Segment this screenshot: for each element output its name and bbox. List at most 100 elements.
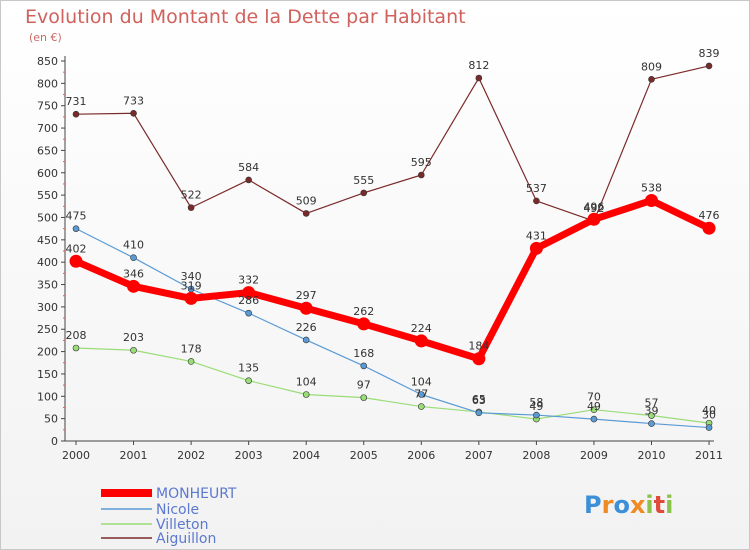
data-point-villeton — [130, 346, 137, 354]
data-label-nicole: 49 — [587, 400, 601, 413]
x-tick-label: 2004 — [292, 449, 320, 462]
data-point-aiguillon — [302, 210, 310, 217]
data-label-villeton: 203 — [123, 331, 144, 344]
data-point-monheurt — [357, 317, 371, 331]
logo-letter: i — [645, 491, 654, 519]
data-label-aiguillon: 733 — [123, 94, 144, 107]
data-point-nicole — [360, 362, 368, 370]
y-tick-label: 0 — [51, 435, 58, 448]
x-tick-label: 2003 — [235, 449, 263, 462]
data-point-nicole — [590, 415, 598, 423]
data-point-monheurt — [472, 352, 486, 366]
data-point-aiguillon — [245, 176, 252, 184]
x-tick-label: 2010 — [638, 449, 666, 462]
data-label-monheurt: 496 — [583, 200, 604, 213]
proxiti-logo: Proxiti — [584, 491, 673, 519]
data-point-nicole — [705, 424, 713, 431]
data-point-nicole — [533, 411, 540, 419]
logo-letter: r — [601, 491, 614, 519]
data-label-nicole: 63 — [472, 394, 486, 407]
chart-title: Evolution du Montant de la Dette par Hab… — [25, 6, 466, 28]
data-label-aiguillon: 509 — [296, 194, 317, 207]
data-label-nicole: 58 — [529, 396, 543, 409]
data-point-villeton — [187, 358, 195, 365]
data-label-aiguillon: 595 — [411, 156, 432, 169]
logo-letter: x — [629, 491, 646, 519]
data-point-monheurt — [529, 241, 543, 255]
data-label-aiguillon: 492 — [583, 202, 604, 215]
data-point-monheurt — [184, 291, 198, 305]
data-label-villeton: 104 — [296, 376, 317, 389]
legend-label-villeton: Villeton — [156, 517, 208, 533]
data-label-nicole: 340 — [181, 270, 202, 283]
y-tick-label: 250 — [37, 323, 58, 336]
data-label-monheurt: 332 — [238, 274, 259, 287]
data-label-aiguillon: 555 — [353, 174, 374, 187]
data-label-nicole: 226 — [296, 321, 317, 334]
data-point-nicole — [475, 409, 483, 417]
y-tick-label: 100 — [37, 390, 58, 403]
data-label-nicole: 39 — [645, 405, 659, 418]
data-point-villeton — [72, 344, 80, 352]
logo-letter: P — [584, 491, 602, 519]
data-point-aiguillon — [72, 110, 80, 118]
data-label-monheurt: 319 — [181, 279, 202, 292]
data-point-nicole — [130, 254, 137, 262]
data-label-villeton: 135 — [238, 362, 259, 375]
series-line-nicole — [75, 228, 710, 429]
data-point-aiguillon — [475, 74, 483, 82]
data-label-monheurt: 431 — [526, 229, 547, 242]
logo-letter: i — [665, 491, 674, 519]
data-label-aiguillon: 812 — [468, 59, 489, 72]
data-point-monheurt — [587, 212, 601, 226]
data-point-nicole — [72, 225, 80, 232]
data-label-villeton: 65 — [472, 393, 486, 406]
data-label-nicole: 104 — [411, 376, 432, 389]
data-label-villeton: 57 — [645, 397, 659, 410]
data-label-villeton: 178 — [181, 342, 202, 355]
legend-label-monheurt: MONHEURT — [156, 486, 237, 502]
data-label-villeton: 77 — [414, 388, 428, 401]
y-tick-label: 450 — [37, 234, 58, 247]
data-point-villeton — [302, 391, 310, 398]
data-label-aiguillon: 522 — [181, 189, 202, 202]
data-label-aiguillon: 809 — [641, 60, 662, 73]
data-point-monheurt — [69, 254, 83, 268]
y-tick-label: 350 — [37, 279, 58, 292]
x-tick-label: 2005 — [350, 449, 378, 462]
data-point-aiguillon — [130, 110, 137, 117]
x-tick-label: 2008 — [522, 449, 550, 462]
y-tick-label: 200 — [37, 346, 58, 359]
data-point-monheurt — [127, 279, 141, 293]
data-label-nicole: 410 — [123, 239, 144, 252]
y-tick-label: 300 — [37, 301, 58, 314]
data-point-monheurt — [414, 334, 428, 348]
x-tick-label: 2011 — [695, 449, 723, 462]
data-point-villeton — [245, 377, 252, 384]
x-tick-label: 2000 — [62, 449, 90, 462]
y-tick-label: 50 — [44, 413, 58, 426]
data-label-monheurt: 297 — [296, 289, 317, 302]
data-label-nicole: 30 — [702, 409, 716, 422]
chart-subtitle: (en €) — [29, 31, 62, 44]
series-line-monheurt — [74, 196, 711, 363]
data-label-villeton: 70 — [587, 391, 601, 404]
data-point-nicole — [302, 336, 310, 344]
data-label-villeton: 49 — [529, 400, 543, 413]
data-label-villeton: 40 — [702, 404, 716, 417]
data-point-villeton — [417, 403, 425, 410]
x-tick-label: 2009 — [580, 449, 608, 462]
data-point-monheurt — [702, 221, 716, 235]
y-tick-label: 700 — [37, 122, 58, 135]
x-tick-label: 2007 — [465, 449, 493, 462]
data-point-villeton — [648, 412, 655, 419]
data-label-monheurt: 262 — [353, 305, 374, 318]
data-label-aiguillon: 839 — [699, 47, 720, 60]
data-point-nicole — [417, 391, 425, 398]
data-point-monheurt — [645, 193, 658, 207]
x-tick-label: 2006 — [407, 449, 435, 462]
data-label-aiguillon: 731 — [66, 95, 87, 108]
series-line-villeton — [75, 347, 710, 424]
